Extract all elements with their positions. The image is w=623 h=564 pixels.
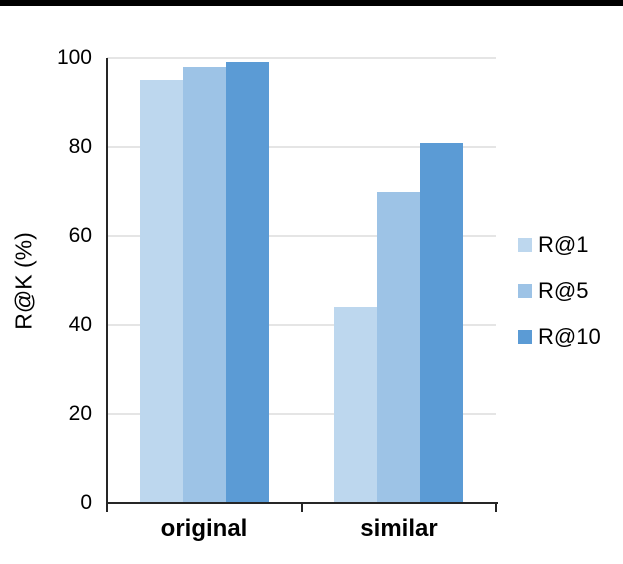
legend-swatch-R@1	[518, 238, 532, 252]
gridline-40	[107, 324, 496, 326]
x-axis-tick-2	[495, 503, 497, 512]
bar-original-R@5	[183, 66, 226, 503]
legend-swatch-R@5	[518, 284, 532, 298]
y-tick-label-40: 40	[68, 313, 92, 336]
y-tick-label-100: 100	[56, 46, 92, 69]
bar-original-R@10	[226, 62, 269, 503]
category-label-original: original	[160, 515, 248, 542]
legend-item-R@1: R@1	[518, 232, 601, 258]
y-tick-label-0: 0	[80, 491, 92, 514]
legend: R@1 R@5 R@10	[518, 232, 601, 370]
bar-similar-R@1	[334, 307, 377, 503]
y-tick-label-60: 60	[68, 224, 92, 247]
x-axis-tick-0	[106, 503, 108, 512]
category-label-similar: similar	[360, 515, 438, 542]
gridline-60	[107, 235, 496, 237]
x-axis-tick-1	[301, 503, 303, 512]
legend-label-R@10: R@10	[538, 324, 601, 349]
legend-label-R@5: R@5	[538, 278, 589, 303]
gridline-80	[107, 146, 496, 148]
y-axis-line	[106, 58, 108, 512]
top-border-bar	[0, 0, 623, 6]
gridline-20	[107, 413, 496, 415]
legend-swatch-R@10	[518, 330, 532, 344]
bar-similar-R@5	[377, 191, 420, 503]
bar-similar-R@10	[420, 142, 463, 503]
plot-area	[107, 58, 496, 503]
y-tick-label-20: 20	[68, 402, 92, 425]
gridline-100	[107, 57, 496, 59]
legend-item-R@10: R@10	[518, 324, 601, 350]
y-tick-label-80: 80	[68, 135, 92, 158]
bar-original-R@1	[140, 80, 183, 503]
legend-label-R@1: R@1	[538, 232, 589, 257]
legend-item-R@5: R@5	[518, 278, 601, 304]
